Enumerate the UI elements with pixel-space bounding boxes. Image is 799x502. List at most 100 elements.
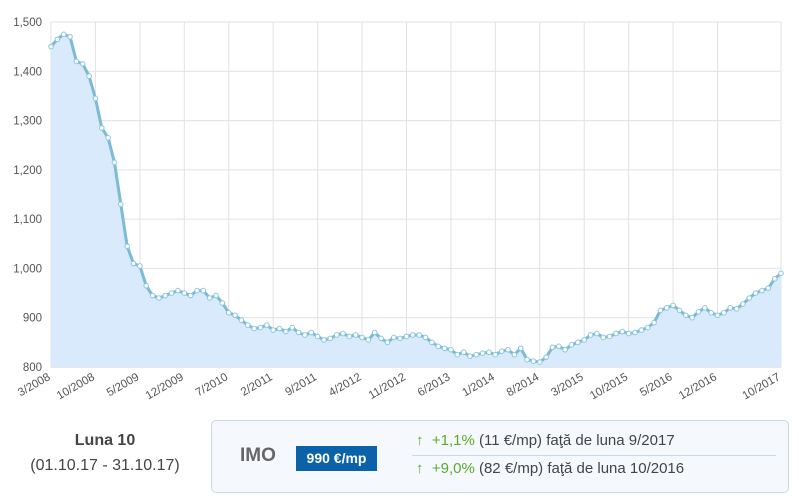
point <box>390 334 397 341</box>
change-row: ↑ +9,0% (82 €/mp) faţă de luna 10/2016 <box>416 460 684 477</box>
index-name: IMO <box>240 445 276 466</box>
point <box>359 334 365 341</box>
point <box>733 306 740 312</box>
point <box>105 135 111 141</box>
x-tick-label: 1/2014 <box>460 371 497 399</box>
x-tick-label: 3/2008 <box>16 371 52 399</box>
point <box>378 335 384 342</box>
x-tick-label: 5/2016 <box>638 371 674 399</box>
point <box>632 329 638 336</box>
point <box>441 345 448 352</box>
point <box>295 329 302 336</box>
x-tick-label: 12/2016 <box>677 371 719 402</box>
point <box>689 314 695 321</box>
point <box>682 312 689 319</box>
point <box>397 335 403 342</box>
point <box>498 348 505 355</box>
x-tick-label: 3/2015 <box>549 371 585 399</box>
point <box>149 292 156 299</box>
area <box>51 34 781 367</box>
point <box>365 337 372 343</box>
point <box>225 309 232 316</box>
point <box>600 334 607 341</box>
x-tick-label: 10/2017 <box>740 371 782 402</box>
summary-box: IMO 990 €/mp ↑ +1,1% (11 €/mp) faţă de l… <box>211 420 789 493</box>
point <box>619 328 626 335</box>
y-tick-label: 1,500 <box>13 17 42 29</box>
point <box>403 333 410 340</box>
point <box>200 287 207 294</box>
chart: 800 900 1,000 1,100 1,200 1,300 1,400 1,500 3/20… <box>13 17 784 402</box>
point <box>48 43 54 50</box>
point <box>111 159 118 166</box>
point <box>118 201 124 208</box>
x-tick-label: 7/2010 <box>194 371 230 399</box>
point <box>460 349 467 356</box>
point <box>346 333 353 340</box>
point <box>308 329 315 336</box>
x-tick-label: 10/2008 <box>55 371 97 402</box>
point <box>479 350 486 357</box>
point <box>778 270 784 277</box>
y-tick-label: 1,400 <box>13 66 42 78</box>
point <box>181 290 188 296</box>
x-tick-label: 10/2015 <box>588 371 630 402</box>
point <box>79 61 86 67</box>
point <box>625 330 632 337</box>
point <box>137 263 143 269</box>
point <box>759 287 765 294</box>
y-tick-label: 900 <box>23 313 42 325</box>
point <box>422 334 429 341</box>
point <box>244 322 251 328</box>
x-tick-label: 6/2013 <box>416 371 452 399</box>
point <box>721 309 727 316</box>
point <box>562 346 568 353</box>
y-tick-label: 1,000 <box>13 263 42 275</box>
point <box>752 290 759 296</box>
point <box>606 333 613 340</box>
point <box>302 332 308 338</box>
point <box>517 345 524 352</box>
point <box>771 275 778 282</box>
point <box>765 285 772 291</box>
point <box>384 339 391 346</box>
point <box>568 342 575 348</box>
x-tick-label: 9/2011 <box>283 371 319 399</box>
point <box>321 337 327 343</box>
x-tick-label: 4/2012 <box>327 371 363 399</box>
point <box>187 292 194 299</box>
point <box>289 324 296 331</box>
point <box>536 359 543 365</box>
point <box>663 305 670 311</box>
point <box>156 295 162 301</box>
point <box>283 328 289 335</box>
point <box>581 337 588 343</box>
point <box>162 292 169 299</box>
x-tick-label: 8/2014 <box>505 371 542 399</box>
point <box>54 36 61 43</box>
point <box>708 309 714 316</box>
change-text: (82 €/mp) faţă de luna 10/2016 <box>478 460 685 477</box>
point <box>238 317 245 323</box>
point <box>530 358 537 364</box>
period-range: (01.10.17 - 31.10.17) <box>30 457 180 474</box>
y-tick-label: 1,200 <box>13 165 42 177</box>
point <box>270 327 276 333</box>
point <box>524 356 530 363</box>
arrow-up: ↑ <box>416 460 424 477</box>
point <box>435 343 442 350</box>
point <box>556 343 562 350</box>
point <box>702 305 708 311</box>
x-tick-label: 5/2009 <box>105 371 141 399</box>
point <box>206 295 213 301</box>
point <box>740 301 746 307</box>
point <box>416 332 422 338</box>
separator <box>412 455 776 456</box>
point <box>657 307 664 314</box>
point <box>232 312 238 319</box>
point <box>651 319 657 326</box>
point <box>213 292 219 299</box>
point <box>511 351 518 358</box>
point <box>505 346 511 353</box>
